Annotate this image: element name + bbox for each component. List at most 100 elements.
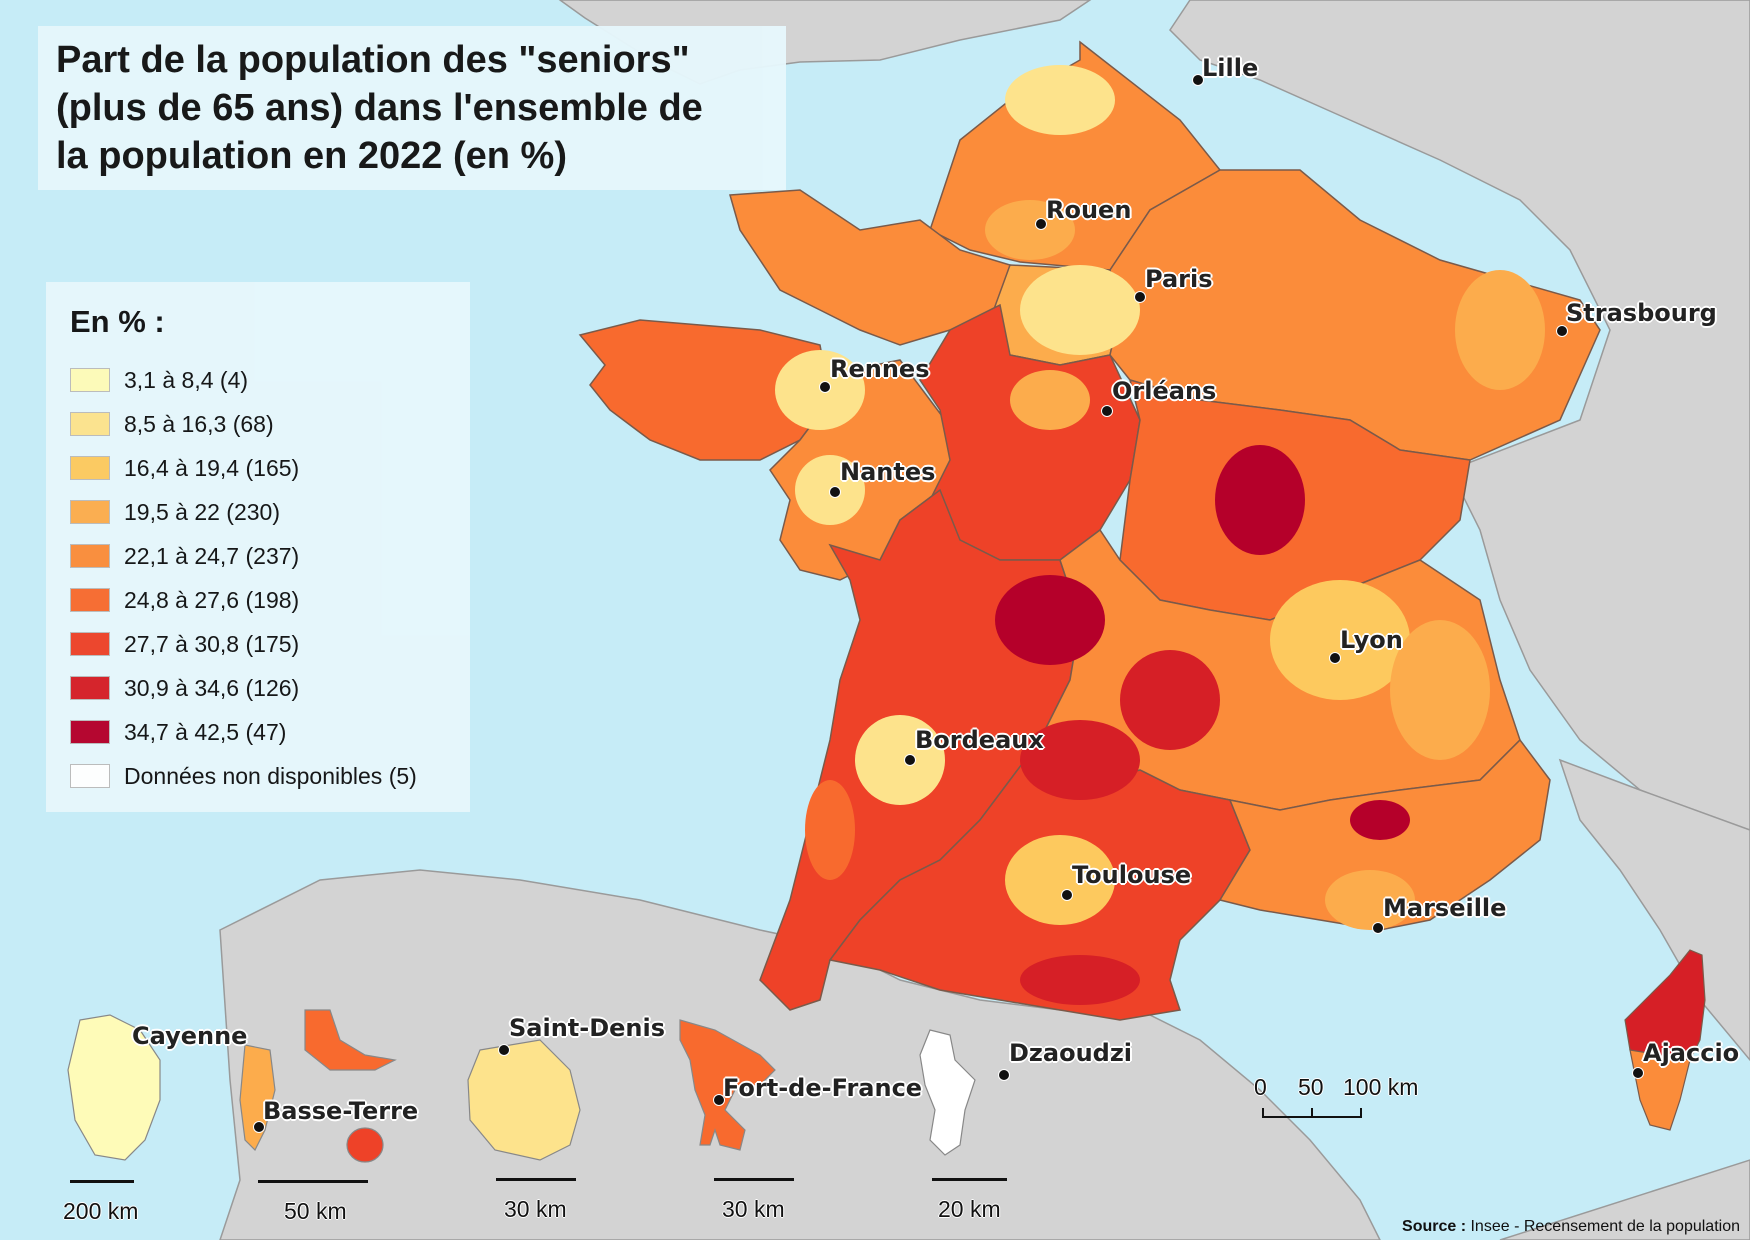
- guyane-shape: [67, 1014, 161, 1161]
- legend-label: 34,7 à 42,5 (47): [124, 719, 287, 745]
- city-label: Fort-de-France: [723, 1074, 923, 1102]
- city-label: Bordeaux: [915, 726, 1044, 754]
- city-dot: [1556, 325, 1568, 337]
- legend-swatch: [70, 456, 110, 480]
- city-dot: [1329, 652, 1341, 664]
- inset-scale-label: 200 km: [63, 1198, 139, 1224]
- pocket-massif-dark: [1120, 650, 1220, 750]
- legend-label: Données non disponibles (5): [124, 763, 417, 789]
- city-label: Basse-Terre: [263, 1097, 419, 1125]
- city-dot: [1372, 922, 1384, 934]
- legend-label: 16,4 à 19,4 (165): [124, 455, 300, 481]
- source-label: Source :: [1402, 1218, 1467, 1235]
- inset-scale-bar-mayotte: [932, 1178, 1007, 1181]
- inset-scale-bar-guadeloupe: [258, 1180, 368, 1183]
- scale-label-0: 0: [1254, 1074, 1267, 1100]
- city-dot: [498, 1044, 510, 1056]
- city-label: Toulouse: [1072, 861, 1192, 889]
- inset-scale-label: 30 km: [722, 1196, 785, 1222]
- legend-swatch: [70, 368, 110, 392]
- inset-scale-label: 50 km: [284, 1198, 347, 1224]
- city-label: Paris: [1145, 265, 1213, 293]
- pocket-lyon: [1270, 580, 1410, 700]
- city-dot: [1035, 218, 1047, 230]
- legend-label: 8,5 à 16,3 (68): [124, 411, 274, 437]
- city-label: Orléans: [1112, 377, 1217, 405]
- city-label: Lyon: [1340, 626, 1403, 654]
- legend-swatch: [70, 588, 110, 612]
- guadeloupe-east: [304, 1009, 397, 1071]
- city-dot: [1061, 889, 1073, 901]
- guadeloupe-west: [239, 1044, 276, 1152]
- title-panel: Part de la population des "seniors" (plu…: [38, 26, 786, 190]
- city-label: Rennes: [830, 355, 930, 383]
- inset-scale-label: 30 km: [504, 1196, 567, 1222]
- legend-swatch: [70, 676, 110, 700]
- city-dot: [1101, 405, 1113, 417]
- city-dot: [253, 1121, 265, 1133]
- legend-swatch: [70, 632, 110, 656]
- mayotte-shape: [919, 1029, 976, 1156]
- inset-scale-bar-guyane: [70, 1180, 134, 1183]
- legend-label: 22,1 à 24,7 (237): [124, 543, 300, 569]
- pocket-bordeaux: [855, 715, 945, 805]
- city-label: Saint-Denis: [509, 1014, 666, 1042]
- map-title-line-2: (plus de 65 ans) dans l'ensemble de: [56, 87, 703, 129]
- pocket-provence-dark: [1350, 800, 1410, 840]
- pocket-dordogne-dark: [1020, 720, 1140, 800]
- martinique-shape: [679, 1019, 776, 1151]
- city-label: Dzaoudzi: [1009, 1039, 1133, 1067]
- corsica: [1624, 949, 1706, 1131]
- city-dot: [1192, 74, 1204, 86]
- color-pockets: [775, 65, 1545, 1005]
- city-dot: [819, 381, 831, 393]
- legend-label: 27,7 à 30,8 (175): [124, 631, 300, 657]
- legend-title: En % :: [70, 304, 165, 339]
- pocket-centre-dark: [1215, 445, 1305, 555]
- scale-label-50: 50: [1298, 1074, 1324, 1100]
- city-dot: [713, 1094, 725, 1106]
- scale-label-100: 100 km: [1343, 1074, 1419, 1100]
- scale-tick: [1311, 1108, 1313, 1118]
- legend-swatch: [70, 764, 110, 788]
- city-label: Marseille: [1383, 894, 1507, 922]
- marie-galante: [346, 1127, 384, 1163]
- legend-swatch: [70, 544, 110, 568]
- pocket-paris: [1020, 265, 1140, 355]
- city-dot: [998, 1069, 1010, 1081]
- city-dot: [904, 754, 916, 766]
- city-dot: [829, 486, 841, 498]
- city-dot: [1134, 291, 1146, 303]
- algeria-land: [1499, 1159, 1750, 1240]
- city-label: Lille: [1202, 54, 1259, 82]
- pocket-lille: [1005, 65, 1115, 135]
- source-text: Insee - Recensement de la population: [1470, 1218, 1740, 1235]
- city-dot: [1632, 1067, 1644, 1079]
- city-label: Cayenne: [132, 1022, 248, 1050]
- pocket-alps: [1390, 620, 1490, 760]
- scale-tick: [1360, 1108, 1362, 1118]
- legend-swatch: [70, 412, 110, 436]
- legend-panel: En % : 3,1 à 8,4 (4) 8,5 à 16,3 (68) 16,…: [46, 282, 470, 812]
- pocket-coast-west: [805, 780, 855, 880]
- pocket-marseille: [1325, 870, 1415, 930]
- legend-label: 30,9 à 34,6 (126): [124, 675, 300, 701]
- reunion-shape: [467, 1039, 581, 1161]
- city-label: Rouen: [1046, 196, 1132, 224]
- legend-label: 3,1 à 8,4 (4): [124, 367, 249, 393]
- map-title-line-1: Part de la population des "seniors": [56, 39, 690, 81]
- pocket-limousin-dark: [995, 575, 1105, 665]
- scale-tick: [1262, 1108, 1264, 1118]
- overseas-insets: [67, 1009, 976, 1163]
- legend-swatch: [70, 500, 110, 524]
- inset-scale-bar-martinique: [714, 1178, 794, 1181]
- legend-label: 19,5 à 22 (230): [124, 499, 281, 525]
- city-label: Strasbourg: [1566, 299, 1717, 327]
- source-note: Source : Insee - Recensement de la popul…: [1402, 1218, 1740, 1236]
- pocket-pyrenees-dark: [1020, 955, 1140, 1005]
- legend-swatch: [70, 720, 110, 744]
- legend-label: 24,8 à 27,6 (198): [124, 587, 300, 613]
- pocket-strasbourg: [1455, 270, 1545, 390]
